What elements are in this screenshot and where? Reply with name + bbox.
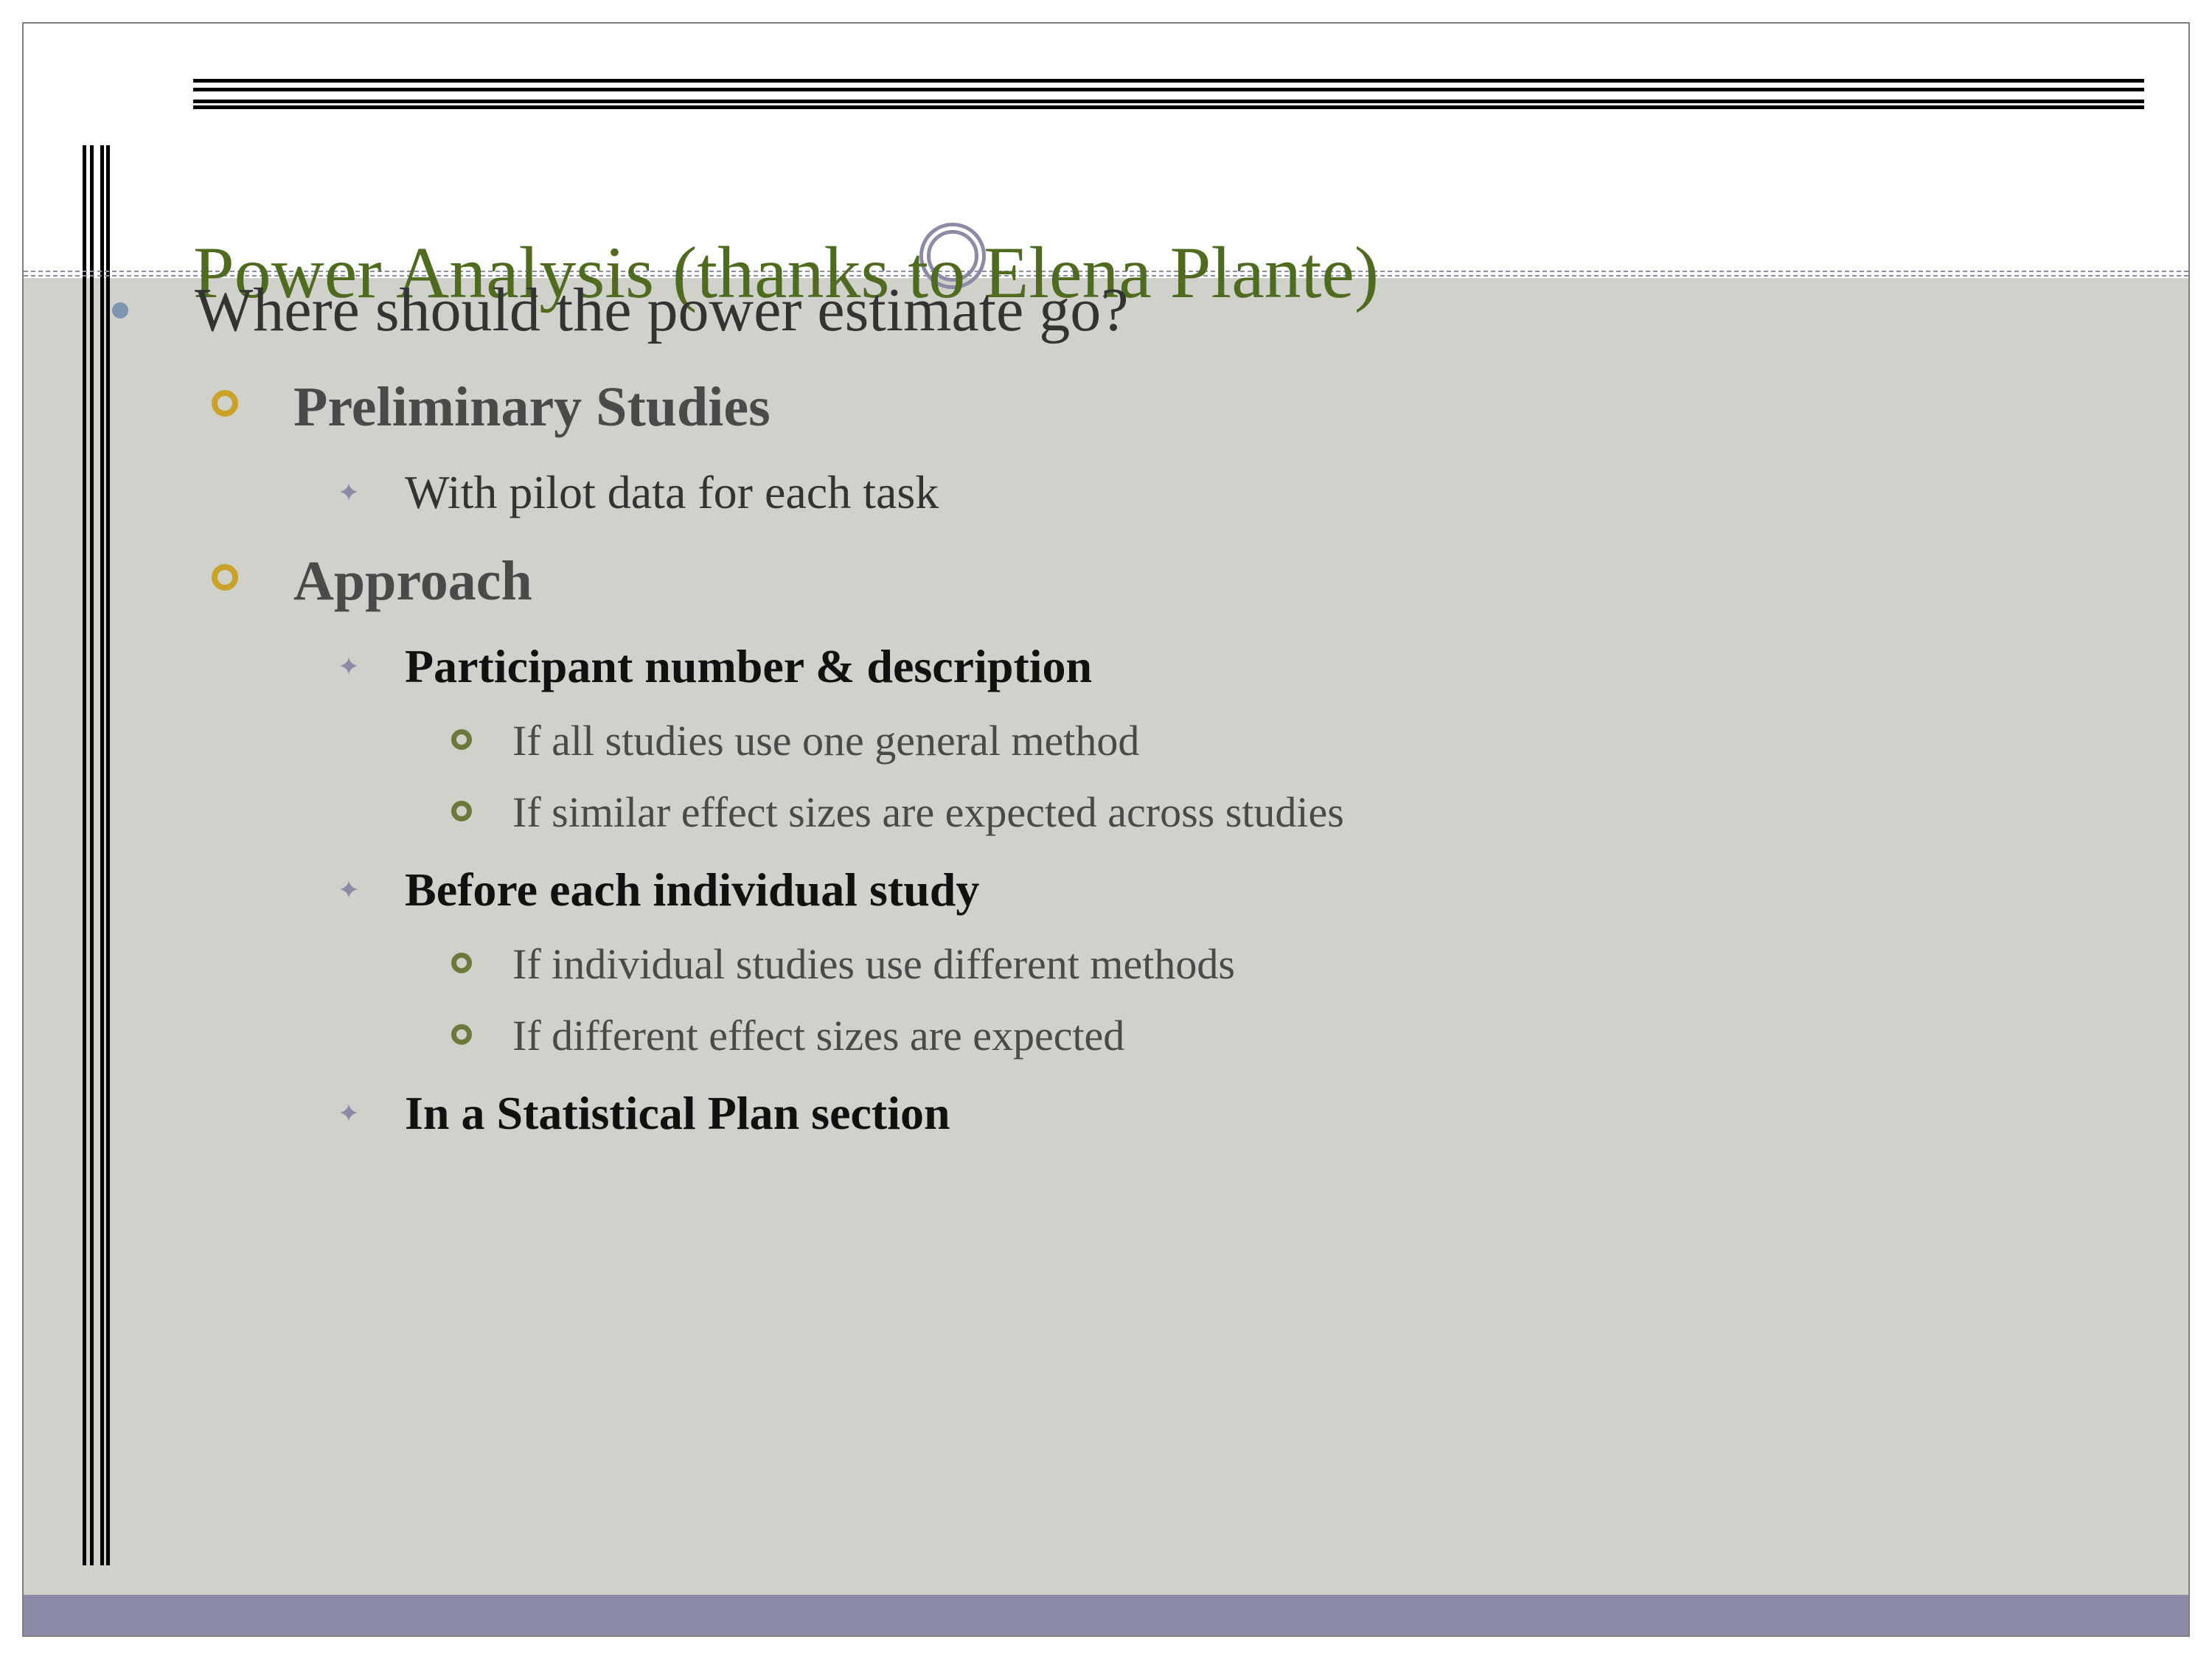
bottom-accent-bar — [24, 1595, 2188, 1635]
list-item: If different effect sizes are expected — [451, 1011, 2144, 1060]
ring-bullet-icon — [451, 1024, 472, 1045]
ring-bullet-icon — [451, 801, 472, 821]
star-bullet-icon — [337, 1101, 361, 1124]
item-text: If individual studies use different meth… — [512, 939, 1235, 989]
list-item: If all studies use one general method — [451, 716, 2144, 765]
ring-bullet-icon — [451, 729, 472, 750]
subsection-heading: In a Statistical Plan section — [405, 1086, 950, 1141]
subsection-before-each: Before each individual study — [337, 863, 2144, 917]
dot-bullet-icon — [112, 302, 128, 319]
subsection-participant: Participant number & description — [337, 639, 2144, 694]
item-text: With pilot data for each task — [405, 465, 939, 520]
star-bullet-icon — [337, 877, 361, 901]
item-text: If similar effect sizes are expected acr… — [512, 787, 1344, 837]
list-item: If individual studies use different meth… — [451, 939, 2144, 989]
section-heading: Approach — [293, 549, 532, 613]
slide: Power Analysis (thanks to Elena Plante) … — [22, 22, 2190, 1637]
top-double-rule — [193, 79, 2144, 108]
item-text: If all studies use one general method — [512, 716, 1139, 765]
ring-bullet-icon — [212, 390, 238, 417]
list-item: With pilot data for each task — [337, 465, 2144, 520]
subsection-heading: Participant number & description — [405, 639, 1092, 694]
subsection-heading: Before each individual study — [405, 863, 979, 917]
star-bullet-icon — [337, 654, 361, 678]
question-text: Where should the power estimate go? — [195, 274, 1129, 346]
section-preliminary: Preliminary Studies — [212, 375, 2144, 439]
ring-bullet-icon — [451, 953, 472, 973]
ring-bullet-icon — [212, 564, 238, 591]
question-line: Where should the power estimate go? — [112, 274, 2144, 346]
list-item: If similar effect sizes are expected acr… — [451, 787, 2144, 837]
star-bullet-icon — [337, 480, 361, 504]
section-heading: Preliminary Studies — [293, 375, 771, 439]
left-double-rule — [83, 145, 112, 1565]
slide-body: Where should the power estimate go? Prel… — [112, 274, 2144, 1141]
item-text: If different effect sizes are expected — [512, 1011, 1124, 1060]
subsection-stat-plan: In a Statistical Plan section — [337, 1086, 2144, 1141]
section-approach: Approach — [212, 549, 2144, 613]
